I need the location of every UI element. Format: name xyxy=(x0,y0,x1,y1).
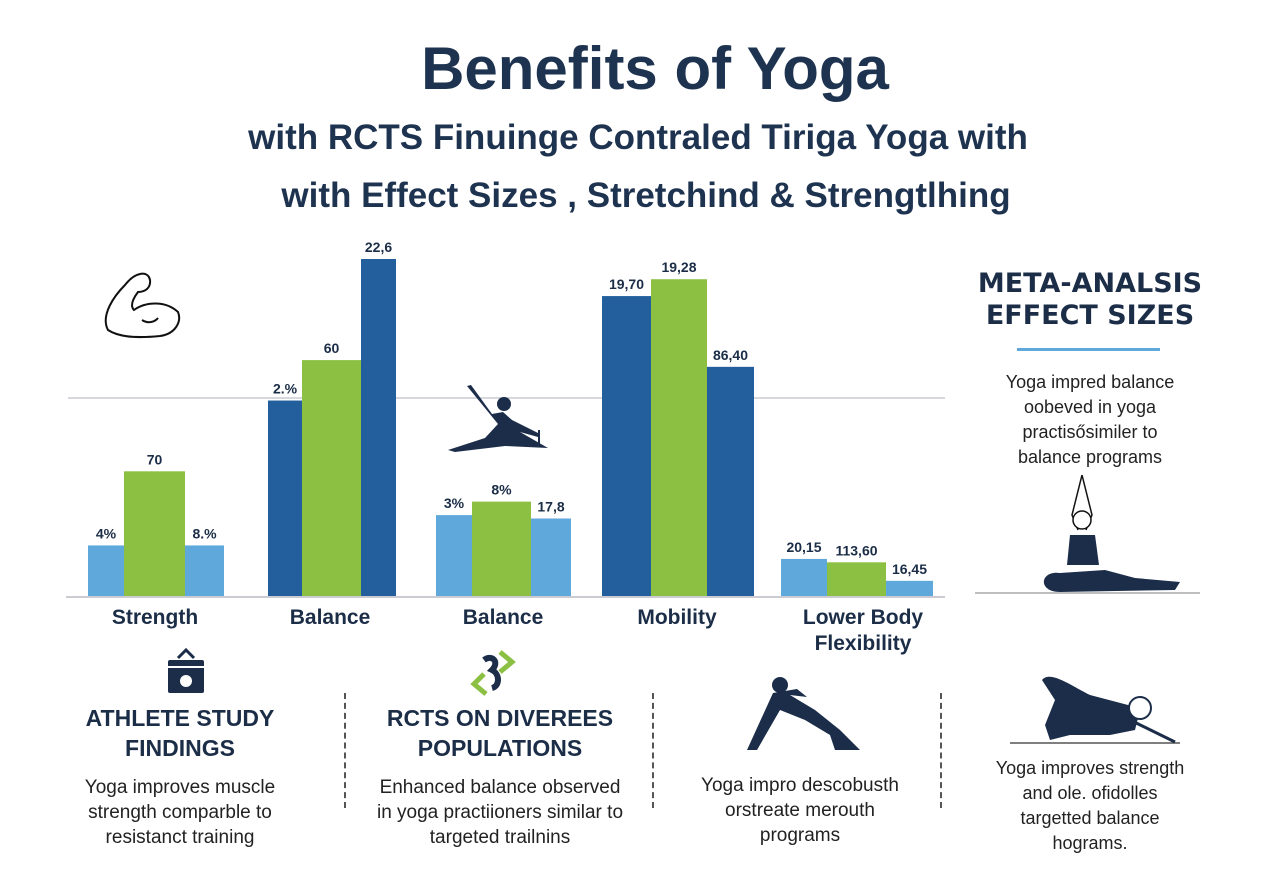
section-divider xyxy=(940,693,942,808)
text-line: balance programs xyxy=(1017,447,1163,467)
meta-text-2: Yoga improves strength and ole. ofidolle… xyxy=(965,756,1215,856)
seated-yoga-pose-icon xyxy=(975,474,1200,594)
category-label: Balance xyxy=(289,606,371,629)
meta-heading: META-ANALSIS EFFECT SIZES xyxy=(965,268,1215,332)
meta-text: Yoga impred balance oobeved in yoga prac… xyxy=(965,370,1215,470)
athlete-study-section: ATHLETE STUDY FINDINGS Yoga improves musc… xyxy=(60,703,300,850)
text-line: Yoga improves strength xyxy=(995,758,1185,778)
flexed-arm-icon xyxy=(104,272,180,339)
section-text: Yoga improves muscle strength comparble t… xyxy=(60,775,300,850)
data-label: 4% xyxy=(96,525,117,541)
bar xyxy=(302,360,361,596)
bar xyxy=(781,558,827,596)
bar xyxy=(827,562,886,596)
text-line: orstreate merouth xyxy=(725,800,875,821)
bar xyxy=(268,400,302,596)
meta-heading-line: META-ANALSIS xyxy=(977,268,1203,299)
section-divider xyxy=(652,693,654,808)
bar xyxy=(531,518,571,596)
heading-line: FINDINGS xyxy=(125,735,235,761)
text-line: targetted balance xyxy=(1020,808,1160,828)
bar xyxy=(472,501,531,596)
data-label: 20,15 xyxy=(786,539,821,555)
category-label: Balance xyxy=(462,606,544,629)
text-line: resistanct training xyxy=(105,827,255,848)
divider xyxy=(1017,348,1160,351)
data-label: 17,8 xyxy=(537,498,564,514)
subtitle-line-2: with Effect Sizes , Stretchind & Strengt… xyxy=(281,176,1011,215)
text-line: targeted trailnins xyxy=(429,827,571,848)
data-label: 60 xyxy=(324,340,340,356)
page-title: Benefits of Yoga xyxy=(421,35,889,102)
text-line: oobeved in yoga xyxy=(1023,397,1157,417)
text-line: strength comparble to xyxy=(88,802,272,823)
kettlebell-icon xyxy=(168,648,204,693)
heading-line: ATHLETE STUDY xyxy=(85,705,275,731)
section-heading: RCTS ON DIVEREES POPULATIONS xyxy=(355,703,645,763)
text-line: Yoga impro descobusth xyxy=(701,775,899,796)
data-label: 113,60 xyxy=(835,542,877,558)
bar xyxy=(886,580,933,596)
data-label: 16,45 xyxy=(892,561,927,577)
bar xyxy=(88,545,124,596)
recycle-arrows-icon xyxy=(470,650,516,696)
yoga-split-pose-icon xyxy=(448,385,548,452)
data-label: 22,6 xyxy=(365,239,392,255)
text-line: and ole. ofidolles xyxy=(1022,783,1158,803)
category-label: Strength xyxy=(111,606,199,629)
subtitle-line-1: with RCTS Finuinge Contraled Tiriga Yoga… xyxy=(248,118,1028,157)
text-line: Enhanced balance observed xyxy=(379,777,621,798)
section-heading: ATHLETE STUDY FINDINGS xyxy=(60,703,300,763)
bar xyxy=(651,279,707,596)
section-text: Enhanced balance observed in yoga practii… xyxy=(355,775,645,850)
data-label: 2.% xyxy=(273,381,298,397)
data-label: 70 xyxy=(147,451,163,467)
meta-heading-line: EFFECT SIZES xyxy=(985,300,1195,331)
heading-line: POPULATIONS xyxy=(417,735,583,761)
rcts-section: RCTS ON DIVEREES POPULATIONS Enhanced bal… xyxy=(355,703,645,850)
text-line: in yoga practiioners similar to xyxy=(376,802,624,823)
bar xyxy=(185,545,224,596)
text-line: hograms. xyxy=(1052,833,1128,853)
category-label: Mobility xyxy=(637,606,717,629)
text-line: programs xyxy=(759,825,841,846)
bar xyxy=(707,366,754,596)
bar xyxy=(361,259,396,596)
stretching-pose-icon xyxy=(747,677,860,750)
bar xyxy=(124,471,185,596)
text-line: practisősimiler to xyxy=(1022,422,1158,442)
bar-chart: 4% 70 8.% 2.% 60 22,6 3% 8% 17,8 19,70 19,28 86,40 2… xyxy=(66,239,945,598)
third-section-text: Yoga impro descobusth orstreate merouth pr… xyxy=(665,773,935,848)
bar xyxy=(436,515,472,596)
data-label: 86,40 xyxy=(713,347,748,363)
section-divider xyxy=(344,693,346,808)
heading-line: RCTS ON DIVEREES xyxy=(386,705,614,731)
kneeling-yoga-pose-icon xyxy=(1010,676,1180,744)
data-label: 19,70 xyxy=(609,276,644,292)
category-label: Lower Body Flexibility xyxy=(802,606,924,655)
data-label: 8.% xyxy=(192,525,217,541)
data-label: 8% xyxy=(491,482,512,498)
text-line: Yoga improves muscle xyxy=(84,777,276,798)
text-line: Yoga impred balance xyxy=(1005,372,1175,392)
bar xyxy=(602,296,651,596)
data-label: 19,28 xyxy=(661,259,696,275)
data-label: 3% xyxy=(444,495,465,511)
